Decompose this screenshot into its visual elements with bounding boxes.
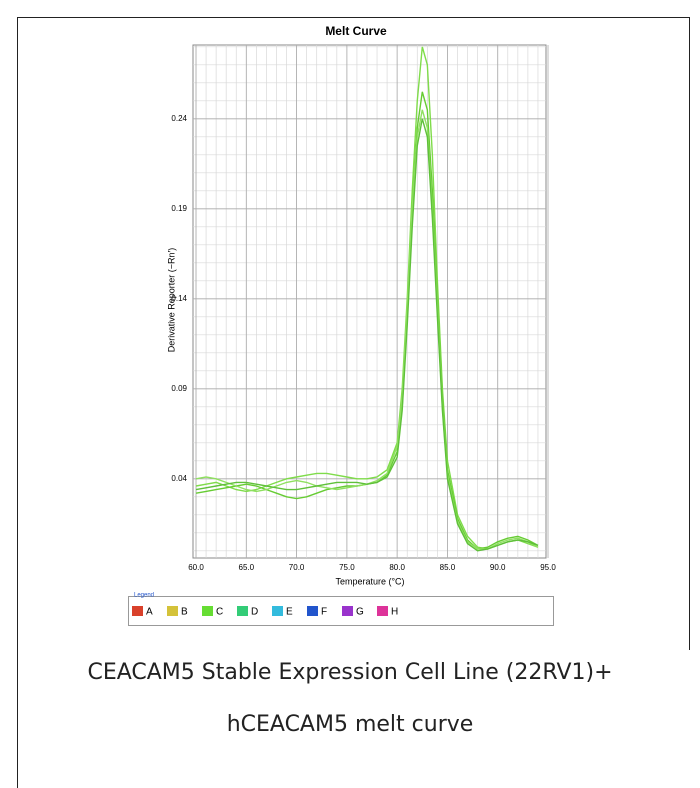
y-tick-label: 0.14 bbox=[171, 294, 187, 303]
x-tick-label: 60.0 bbox=[188, 563, 204, 572]
x-tick-label: 65.0 bbox=[239, 563, 255, 572]
series-line bbox=[195, 91, 539, 550]
legend-swatch bbox=[202, 606, 213, 616]
x-tick-label: 75.0 bbox=[339, 563, 355, 572]
x-tick-label: 90.0 bbox=[490, 563, 506, 572]
legend-label: H bbox=[391, 607, 398, 618]
y-tick-label: 0.09 bbox=[171, 384, 187, 393]
x-tick-label: 95.0 bbox=[540, 563, 556, 572]
legend-title: Legend bbox=[134, 593, 154, 599]
legend-box bbox=[128, 596, 554, 626]
chart-title: Melt Curve bbox=[325, 24, 387, 38]
y-tick-label: 0.19 bbox=[171, 204, 187, 213]
y-tick-label: 0.24 bbox=[171, 114, 187, 123]
legend-swatch bbox=[237, 606, 248, 616]
y-axis-label: Derivative Reporter (−Rn′) bbox=[166, 248, 176, 352]
legend-swatch bbox=[377, 606, 388, 616]
plot-area bbox=[192, 44, 547, 559]
legend-swatch bbox=[307, 606, 318, 616]
x-axis-label: Temperature (°C) bbox=[335, 576, 404, 586]
legend-swatch bbox=[272, 606, 283, 616]
legend-label: E bbox=[286, 607, 293, 618]
frame bbox=[17, 17, 690, 788]
x-tick-label: 85.0 bbox=[440, 563, 456, 572]
caption-line: hCEACAM5 melt curve bbox=[227, 712, 474, 737]
series-line bbox=[195, 109, 539, 550]
legend-label: G bbox=[356, 607, 364, 618]
legend-swatch bbox=[167, 606, 178, 616]
legend-label: A bbox=[146, 607, 153, 618]
caption-line: CEACAM5 Stable Expression Cell Line (22R… bbox=[87, 660, 612, 685]
y-tick-label: 0.04 bbox=[171, 474, 187, 483]
legend-label: D bbox=[251, 607, 258, 618]
legend-label: F bbox=[321, 607, 327, 618]
legend-label: B bbox=[181, 607, 188, 618]
legend-label: C bbox=[216, 607, 223, 618]
legend-swatch bbox=[132, 606, 143, 616]
x-tick-label: 70.0 bbox=[289, 563, 305, 572]
series-line bbox=[195, 118, 539, 552]
x-tick-label: 80.0 bbox=[389, 563, 405, 572]
legend-swatch bbox=[342, 606, 353, 616]
